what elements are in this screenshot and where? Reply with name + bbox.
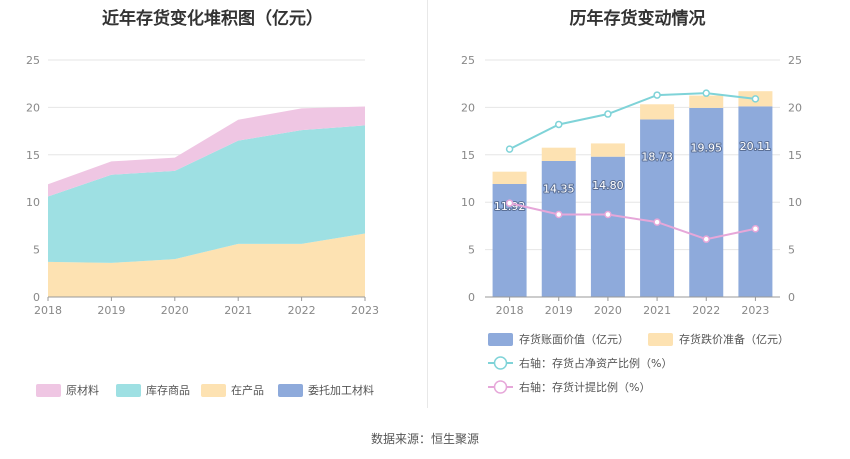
source-note: 数据来源：恒生聚源 bbox=[370, 432, 479, 446]
right-legend-swatch bbox=[488, 333, 513, 346]
line-point bbox=[604, 110, 612, 118]
right-legend-marker bbox=[493, 380, 508, 394]
left-x-tick-label: 2022 bbox=[288, 304, 316, 317]
area-series-3 bbox=[48, 106, 365, 197]
bar-0 bbox=[640, 119, 675, 297]
line-point bbox=[751, 224, 760, 233]
right-x-tick-label: 2022 bbox=[692, 304, 720, 317]
bar-0 bbox=[689, 107, 724, 298]
left-y-tick-label: 5 bbox=[33, 244, 40, 257]
left-chart-title: 近年存货变化堆积图（亿元） bbox=[102, 9, 323, 29]
left-legend-label: 库存商品 bbox=[146, 383, 190, 397]
line-series-0 bbox=[509, 92, 756, 151]
right-y-tick-label: 20 bbox=[461, 101, 475, 114]
right-y2-tick-label: 10 bbox=[788, 196, 802, 209]
left-y-tick-label: 25 bbox=[26, 54, 40, 67]
right-legend-swatch bbox=[648, 333, 673, 346]
right-y2-tick-label: 15 bbox=[788, 149, 802, 162]
bar-1 bbox=[689, 95, 724, 108]
right-chart-title: 历年存货变动情况 bbox=[569, 9, 706, 29]
right-x-tick-label: 2021 bbox=[643, 304, 671, 317]
right-y-tick-label: 10 bbox=[461, 196, 475, 209]
left-y-tick-label: 20 bbox=[26, 101, 40, 114]
line-point bbox=[555, 120, 563, 129]
bar-0 bbox=[541, 160, 576, 297]
line-point bbox=[555, 210, 563, 219]
left-y-tick-label: 0 bbox=[33, 291, 40, 304]
line-point bbox=[702, 235, 710, 243]
left-legend-swatch bbox=[278, 384, 303, 397]
right-legend-marker bbox=[493, 356, 508, 370]
line-series-1 bbox=[509, 202, 756, 241]
area-series-2 bbox=[48, 125, 365, 263]
right-x-tick-label: 2023 bbox=[741, 304, 769, 317]
bar-0 bbox=[590, 156, 625, 297]
left-legend-label: 在产品 bbox=[231, 383, 264, 397]
left-legend-swatch bbox=[36, 384, 61, 397]
left-x-tick-label: 2018 bbox=[34, 304, 62, 317]
bar-value-label: 14.80 bbox=[592, 179, 624, 192]
bar-value-label: 14.35 bbox=[543, 182, 575, 195]
left-legend-swatch bbox=[116, 384, 141, 397]
left-legend-label: 委托加工材料 bbox=[308, 383, 374, 397]
line-point bbox=[505, 145, 514, 153]
area-series-1 bbox=[48, 233, 365, 297]
right-y-tick-label: 15 bbox=[461, 149, 475, 162]
right-x-tick-label: 2018 bbox=[496, 304, 524, 317]
right-legend-label: 右轴：存货占净资产比例（%） bbox=[519, 356, 672, 370]
right-y2-tick-label: 20 bbox=[788, 101, 802, 114]
line-point bbox=[702, 89, 710, 97]
bar-1 bbox=[541, 147, 576, 161]
line-point bbox=[751, 95, 760, 103]
left-x-tick-label: 2021 bbox=[224, 304, 252, 317]
right-legend-label: 右轴：存货计提比例（%） bbox=[519, 380, 650, 394]
bar-1 bbox=[590, 143, 625, 157]
right-legend-label: 存货账面价值（亿元） bbox=[519, 332, 629, 346]
bar-1 bbox=[492, 171, 527, 184]
right-x-tick-label: 2020 bbox=[594, 304, 622, 317]
panel-divider bbox=[427, 0, 428, 408]
line-point bbox=[505, 199, 514, 207]
bar-value-label: 19.95 bbox=[691, 141, 723, 154]
right-y2-tick-label: 5 bbox=[788, 244, 795, 257]
left-legend-swatch bbox=[201, 384, 226, 397]
right-y-tick-label: 5 bbox=[468, 244, 475, 257]
right-y2-tick-label: 0 bbox=[788, 291, 795, 304]
line-point bbox=[653, 218, 661, 226]
right-x-tick-label: 2019 bbox=[545, 304, 573, 317]
left-x-tick-label: 2019 bbox=[97, 304, 125, 317]
right-y-tick-label: 0 bbox=[468, 291, 475, 304]
left-legend-label: 原材料 bbox=[66, 383, 99, 397]
left-y-tick-label: 15 bbox=[26, 149, 40, 162]
right-y-tick-label: 25 bbox=[461, 54, 475, 67]
right-y2-tick-label: 25 bbox=[788, 54, 802, 67]
left-x-tick-label: 2023 bbox=[351, 304, 379, 317]
line-point bbox=[604, 210, 612, 219]
left-x-tick-label: 2020 bbox=[161, 304, 189, 317]
bar-value-label: 20.11 bbox=[740, 140, 772, 153]
bar-1 bbox=[640, 104, 675, 120]
line-point bbox=[653, 91, 661, 99]
left-y-tick-label: 10 bbox=[26, 196, 40, 209]
right-legend-label: 存货跌价准备（亿元） bbox=[679, 332, 789, 346]
bar-value-label: 18.73 bbox=[641, 150, 673, 163]
bar-0 bbox=[738, 106, 773, 297]
